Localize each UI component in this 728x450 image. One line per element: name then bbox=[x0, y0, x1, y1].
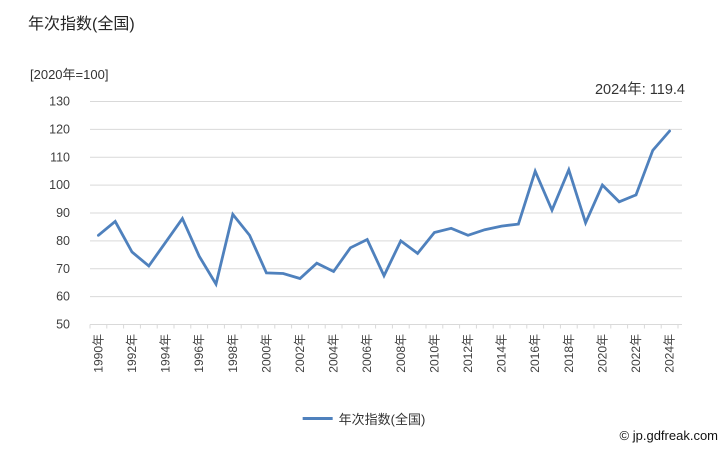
x-tick-label-2000: 2000年 bbox=[259, 334, 273, 373]
x-tick-label-1992: 1992年 bbox=[125, 334, 139, 373]
y-tick-label-80: 80 bbox=[56, 234, 70, 248]
latest-value-annotation: 2024年: 119.4 bbox=[594, 82, 685, 98]
x-tick-label-1994: 1994年 bbox=[159, 334, 173, 373]
chart-svg: 130 120 110 100 90 80 70 60 50 1990年 1992年 1994年 199… bbox=[49, 95, 682, 373]
x-tick-label-2010: 2010年 bbox=[427, 334, 441, 373]
x-tick-label-2012: 2012年 bbox=[461, 334, 475, 373]
x-tick-label-2008: 2008年 bbox=[394, 334, 408, 373]
y-tick-label-70: 70 bbox=[56, 262, 70, 276]
watermark-credit: © jp.gdfreak.com bbox=[619, 428, 718, 443]
y-tick-label-120: 120 bbox=[49, 122, 70, 136]
x-tick-label-2018: 2018年 bbox=[562, 334, 576, 373]
legend-label: 年次指数(全国) bbox=[338, 412, 426, 427]
x-tick-label-2004: 2004年 bbox=[327, 334, 341, 373]
x-tick-label-2016: 2016年 bbox=[528, 334, 542, 373]
x-tick-label-2024: 2024年 bbox=[663, 334, 677, 373]
x-tick-label-2006: 2006年 bbox=[360, 334, 374, 373]
x-tick-label-1998: 1998年 bbox=[226, 334, 240, 373]
y-tick-label-90: 90 bbox=[56, 206, 70, 220]
x-tick-label-2002: 2002年 bbox=[293, 334, 307, 373]
x-tick-label-2014: 2014年 bbox=[495, 334, 509, 373]
x-tick-label-1996: 1996年 bbox=[192, 334, 206, 373]
series-line bbox=[97, 129, 671, 288]
y-tick-label-60: 60 bbox=[56, 290, 70, 304]
y-tick-label-110: 110 bbox=[50, 150, 70, 164]
x-tick-label-2020: 2020年 bbox=[595, 334, 609, 373]
x-tick-label-2022: 2022年 bbox=[629, 334, 643, 373]
chart-legend: 年次指数(全国) bbox=[302, 409, 426, 428]
page-title: 年次指数(全国) bbox=[28, 16, 135, 33]
y-tick-label-100: 100 bbox=[49, 178, 70, 192]
y-axis-unit-label: [2020年=100] bbox=[30, 67, 109, 82]
y-tick-label-50: 50 bbox=[56, 318, 70, 332]
y-tick-label-130: 130 bbox=[49, 95, 70, 109]
legend-line-swatch bbox=[302, 417, 333, 420]
x-tick-label-1990: 1990年 bbox=[91, 334, 105, 373]
